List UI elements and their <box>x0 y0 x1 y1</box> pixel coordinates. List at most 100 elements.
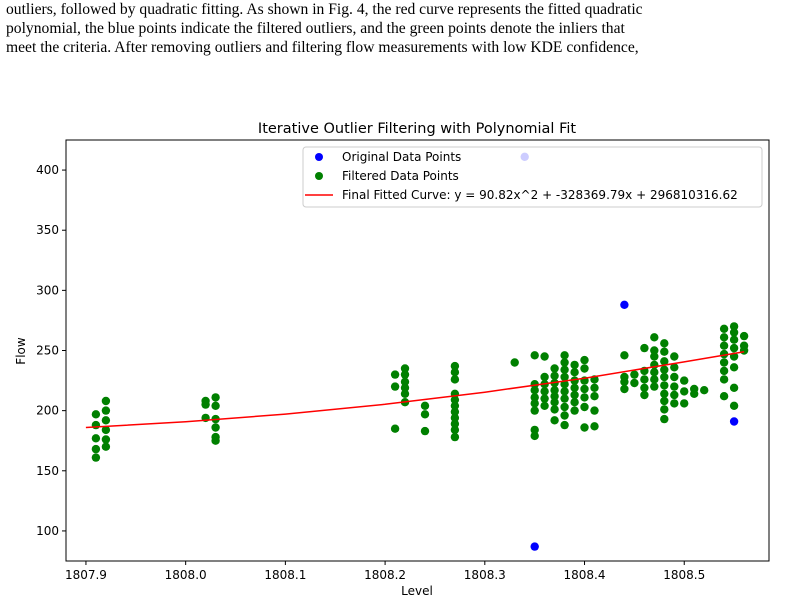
inlier-point <box>650 346 659 355</box>
inlier-point <box>580 364 589 373</box>
inlier-point <box>739 331 749 341</box>
x-tick-label: 1808.1 <box>264 568 306 582</box>
inlier-point <box>550 392 559 401</box>
inlier-point <box>729 335 739 344</box>
inlier-point <box>400 383 410 392</box>
x-tick-label: 1808.3 <box>464 568 506 582</box>
inlier-point <box>211 432 220 442</box>
inlier-point <box>729 343 739 353</box>
inlier-point <box>630 370 639 379</box>
inlier-point <box>550 371 559 380</box>
inlier-point <box>719 341 729 350</box>
inlier-point <box>560 394 569 403</box>
inlier-point <box>101 396 111 406</box>
inlier-point <box>660 381 669 390</box>
inlier-point <box>91 434 101 443</box>
inlier-point <box>620 372 629 382</box>
inlier-point <box>620 384 629 394</box>
inlier-point <box>550 405 559 414</box>
inlier-point <box>580 423 589 432</box>
inlier-point <box>719 375 729 384</box>
inlier-point <box>700 386 709 395</box>
inlier-point <box>560 372 569 382</box>
inlier-point <box>650 352 659 361</box>
legend-label-filtered: Filtered Data Points <box>342 169 459 183</box>
inlier-point <box>640 343 649 353</box>
inlier-point <box>719 324 729 333</box>
inlier-point <box>530 431 539 441</box>
inlier-point <box>530 380 539 389</box>
inlier-point <box>101 442 111 451</box>
inlier-point <box>729 383 739 392</box>
inlier-point <box>570 368 579 377</box>
inlier-point <box>560 351 569 360</box>
inlier-point <box>660 372 669 382</box>
inlier-point <box>570 406 579 415</box>
inlier-point <box>540 394 549 403</box>
inlier-point <box>560 380 569 389</box>
legend: Original Data Points Filtered Data Point… <box>302 146 763 208</box>
legend-label-original: Original Data Points <box>342 150 461 164</box>
inlier-point <box>690 384 699 394</box>
y-tick-label: 150 <box>36 464 59 478</box>
inlier-point <box>530 393 539 402</box>
y-tick-label: 350 <box>36 223 59 237</box>
inlier-point <box>560 358 569 367</box>
x-tick-label: 1808.4 <box>564 568 606 582</box>
inlier-point <box>670 399 679 408</box>
inlier-point <box>101 406 111 415</box>
inlier-point <box>580 355 589 365</box>
inlier-point <box>580 384 589 394</box>
inlier-point <box>660 405 669 414</box>
legend-marker-original <box>315 153 323 161</box>
inlier-point <box>550 364 559 373</box>
inlier-point <box>450 395 460 404</box>
inlier-point <box>550 386 559 395</box>
x-axis: 1807.9 1808.0 1808.1 1808.2 1808.3 1808.4 1808… <box>65 561 705 582</box>
x-tick-label: 1807.9 <box>65 568 107 582</box>
inlier-point <box>420 410 430 419</box>
inlier-point <box>729 401 739 410</box>
fitted-curve <box>85 350 745 429</box>
inlier-point <box>640 390 649 400</box>
inlier-point <box>450 401 460 410</box>
inlier-point <box>91 420 101 430</box>
x-tick-label: 1808.5 <box>663 568 705 582</box>
inlier-point <box>211 393 220 402</box>
inlier-point <box>590 383 599 392</box>
inlier-point <box>450 361 460 371</box>
inlier-point <box>640 383 649 392</box>
inlier-point <box>91 453 101 462</box>
inlier-point <box>530 386 539 395</box>
inlier-point <box>630 378 639 388</box>
outlier-point <box>530 542 539 551</box>
inlier-point <box>101 416 111 425</box>
y-axis: 100 150 200 250 300 350 400 <box>36 163 66 538</box>
inlier-point <box>201 396 210 406</box>
inlier-point <box>660 357 669 366</box>
inlier-point <box>450 368 460 377</box>
inlier-point <box>650 382 659 391</box>
inlier-point <box>540 401 549 410</box>
inlier-point <box>400 389 410 398</box>
legend-box <box>302 146 763 208</box>
inlier-point <box>450 419 460 429</box>
inlier-point <box>660 347 669 356</box>
inlier-point <box>530 425 539 435</box>
inlier-point <box>620 351 629 360</box>
legend-marker-filtered <box>315 172 323 180</box>
inlier-point <box>560 420 569 430</box>
inlier-point <box>560 365 569 374</box>
inlier-point <box>420 426 430 436</box>
inlier-point <box>540 372 549 382</box>
inlier-point <box>450 375 460 384</box>
inlier-point <box>719 366 729 376</box>
plot-area <box>85 152 749 551</box>
inlier-point <box>550 398 559 407</box>
y-tick-label: 250 <box>36 344 59 358</box>
inlier-point <box>680 376 689 385</box>
inlier-point <box>590 406 599 415</box>
inlier-point <box>670 352 679 361</box>
inlier-point <box>580 393 589 402</box>
